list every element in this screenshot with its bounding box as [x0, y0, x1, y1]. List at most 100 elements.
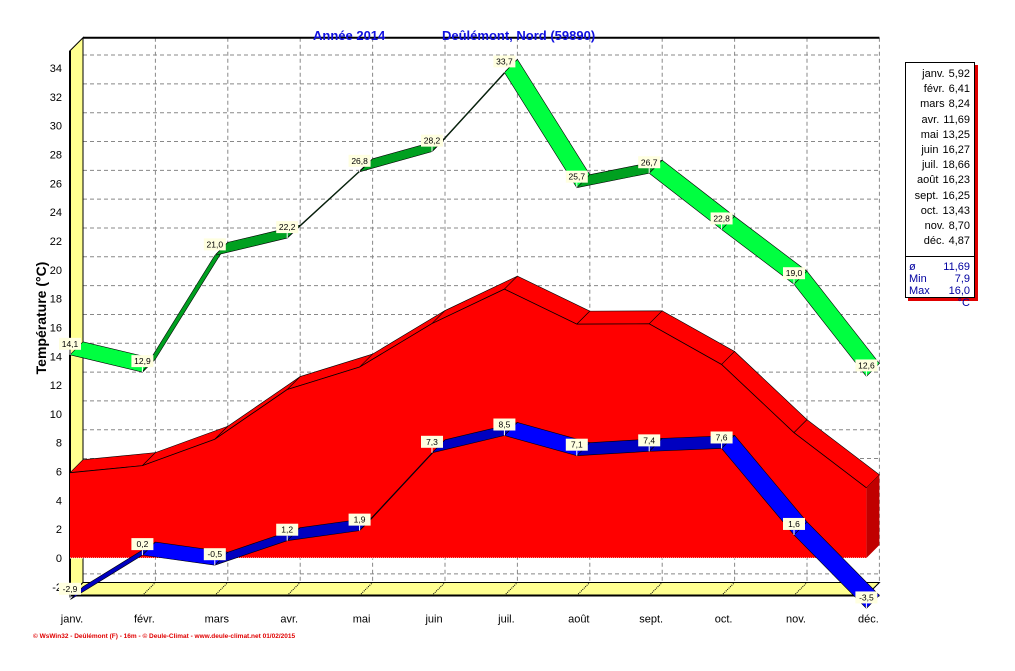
legend-row: janv. 5,92 [906, 67, 974, 82]
y-tick-label: 28 [50, 150, 62, 162]
legend-row: mai 13,25 [906, 128, 974, 143]
legend-month: août [917, 174, 939, 187]
y-tick-label: 6 [56, 467, 62, 479]
legend-value: 16,27 [942, 143, 970, 156]
y-tick-label: 2 [56, 524, 62, 536]
min-label-bg [59, 582, 81, 595]
legend-month: mars [920, 98, 945, 111]
x-tick-label: janv. [60, 613, 83, 625]
min-label: -3,5 [859, 592, 874, 602]
min-label-bg [203, 548, 226, 561]
max-label: 19,0 [786, 268, 803, 278]
y-tick-label: 14 [50, 351, 62, 363]
x-tick-label: oct. [715, 613, 733, 625]
legend-value: 11,69 [943, 113, 970, 126]
min-label: 1,9 [354, 515, 366, 525]
min-label-bg [276, 523, 299, 536]
min-point: 7,4 [638, 434, 661, 452]
max-label: 25,7 [569, 172, 586, 182]
x-tick-label: févr. [134, 613, 155, 625]
y-tick-label: 18 [50, 294, 62, 306]
y-tick-label: 20 [50, 265, 62, 277]
min-value: 7,9 [954, 273, 970, 286]
legend-month: mai [920, 128, 939, 141]
max-label: 14,1 [62, 339, 79, 349]
max-label-bg [348, 154, 371, 167]
legend-row: oct. 13,43 [906, 204, 974, 219]
max-point: 14,1 [59, 337, 81, 355]
min-label: 7,4 [643, 435, 655, 445]
legend-month: janv. [922, 68, 945, 80]
legend-value: 16,25 [942, 189, 970, 202]
max-label-bg [783, 267, 805, 280]
mean-area [70, 289, 867, 558]
legend-month: déc. [923, 235, 945, 248]
y-tick-label: 26 [50, 178, 62, 190]
min-point: -0,5 [203, 548, 226, 566]
x-tick-label: mars [205, 613, 230, 625]
min-label-bg [638, 434, 661, 447]
legend-row: mars 8,24 [906, 97, 974, 112]
max-point: 21,0 [203, 238, 226, 256]
max-label-bg [131, 355, 154, 368]
min-label: -0,5 [207, 549, 222, 559]
max-label-bg [276, 221, 299, 234]
y-axis-title: Température (°C) [33, 262, 49, 375]
x-tick-label: nov. [786, 613, 806, 625]
mean-side [866, 474, 880, 558]
min-point: 7,6 [710, 431, 733, 449]
min-point: 0,2 [131, 538, 154, 556]
y-tick-label: -2 [52, 582, 62, 594]
x-tick-label: juil. [497, 613, 515, 625]
max-label-bg [421, 134, 443, 147]
min-label: 1,2 [281, 525, 293, 535]
x-tick-label: avr. [280, 613, 298, 625]
min-point: 8,5 [493, 418, 516, 436]
max-label-bg [638, 156, 661, 169]
legend-month: juil. [921, 159, 939, 172]
max-point: 19,0 [783, 267, 805, 285]
legend-month: févr. [923, 83, 945, 96]
min-label-bg [421, 435, 443, 448]
legend-month: oct. [920, 204, 939, 217]
min-label: 7,1 [571, 440, 583, 450]
mean-line [69, 288, 867, 489]
avg-label: ø [909, 261, 916, 274]
mean-top-segment [576, 310, 663, 325]
max-label: 33,7 [496, 56, 513, 66]
legend-value: 5,92 [948, 68, 970, 80]
y-tick-label: 0 [56, 553, 62, 565]
legend-row: juin 16,27 [906, 143, 974, 158]
legend-summary: ø 11,69 Min 7,9 Max 16,0 °C [906, 256, 974, 309]
legend-value: 6,41 [948, 83, 970, 96]
min-label: 7,3 [426, 437, 438, 447]
max-label: 28,2 [424, 136, 441, 146]
max-label: 22,2 [279, 222, 296, 232]
max-point: 33,7 [493, 55, 516, 73]
min-point: -3,5 [855, 591, 878, 609]
min-label: 1,6 [788, 519, 800, 529]
min-point: 7,1 [565, 438, 588, 456]
y-tick-label: 24 [50, 207, 62, 219]
min-label: 0,2 [136, 539, 148, 549]
max-point: 12,9 [131, 355, 154, 373]
y-tick-label: 16 [50, 322, 62, 334]
min-label-bg [565, 438, 588, 451]
legend-row: nov. 8,70 [906, 219, 974, 234]
legend-row: févr. 6,41 [906, 82, 974, 97]
min-point: 1,9 [348, 513, 371, 531]
legend-value: 13,25 [942, 128, 970, 141]
max-point: 26,7 [638, 156, 661, 174]
legend-value: 4,87 [948, 235, 970, 248]
min-label-bg [783, 517, 805, 530]
max-point: 22,2 [276, 221, 299, 239]
min-label-bg [131, 538, 154, 551]
max-label: 26,7 [641, 157, 658, 167]
min-point: 1,6 [783, 517, 805, 535]
legend-row: août 16,23 [906, 173, 974, 188]
footer-credits: © WsWin32 - Deûlémont (F) - 16m - © Deul… [33, 633, 296, 640]
legend-value: 8,70 [948, 219, 970, 232]
max-label: Max [909, 285, 930, 298]
x-tick-label: juin [424, 613, 442, 625]
